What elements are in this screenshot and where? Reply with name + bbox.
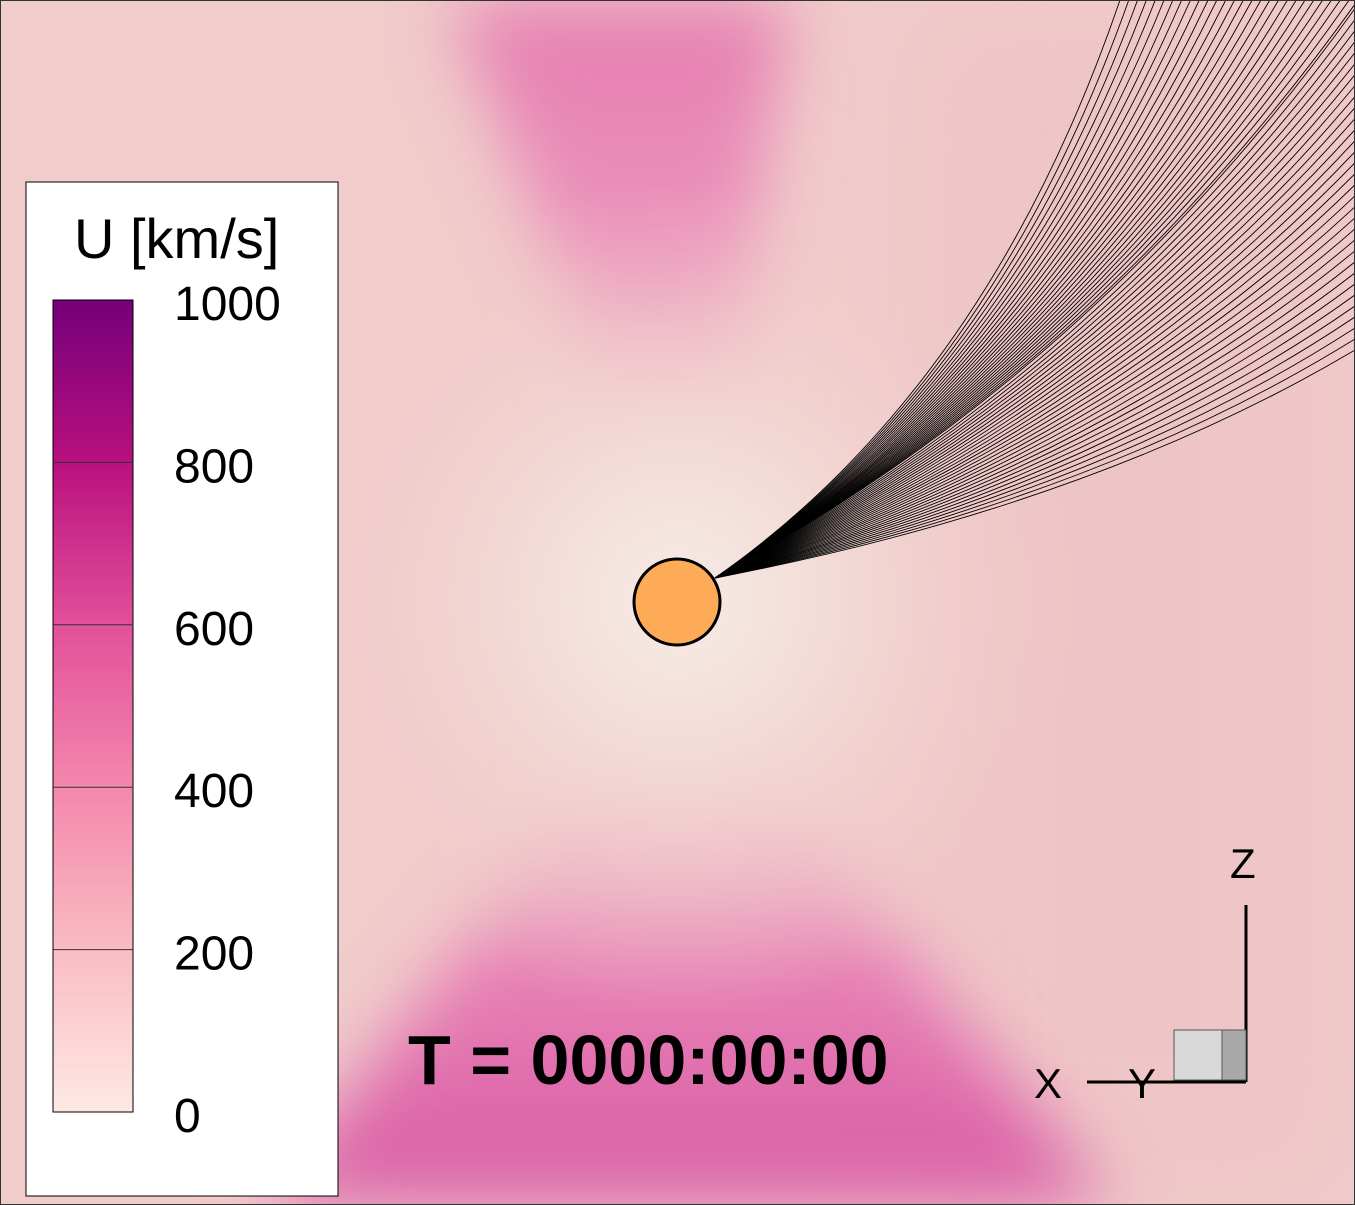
field-line (714, 0, 1165, 579)
field-line (714, 3, 1355, 579)
triad-cube-side (1221, 1029, 1247, 1081)
field-line (714, 0, 1324, 579)
field-line (714, 250, 1355, 579)
field-line (714, 195, 1355, 579)
colorbar-tick-label: 400 (174, 765, 254, 818)
field-line (714, 0, 1279, 579)
field-line (714, 0, 1235, 579)
colorbar-tick-labels: 1000 800 600 400 200 0 (174, 278, 281, 1143)
field-line (714, 0, 1288, 579)
field-line (714, 316, 1355, 579)
colorbar-tick-label: 800 (174, 440, 254, 493)
field-line (714, 74, 1355, 579)
field-line (714, 0, 1156, 579)
field-line (714, 0, 1209, 579)
colorbar-tick-label: 200 (174, 928, 254, 981)
field-line (714, 283, 1355, 579)
field-line (714, 0, 1191, 579)
field-line (714, 19, 1355, 579)
field-line (714, 85, 1355, 579)
colorbar-tick-lines (53, 461, 133, 951)
field-line (714, 151, 1355, 579)
field-line (714, 30, 1355, 579)
field-line (714, 0, 1218, 579)
field-line (714, 41, 1355, 579)
field-line (714, 63, 1355, 579)
colorbar-tick-label: 600 (174, 603, 254, 656)
field-line (714, 0, 1200, 579)
field-line (714, 305, 1355, 579)
axes-triad: Z X Y (1034, 840, 1256, 1107)
field-line (714, 0, 1332, 579)
field-line (714, 0, 1174, 579)
x-axis-label: X (1034, 1060, 1062, 1107)
field-line (714, 173, 1355, 579)
field-line (714, 0, 1350, 579)
time-label: T = 0000:00:00 (408, 1021, 889, 1099)
field-line (714, 0, 1227, 579)
field-line (714, 294, 1355, 579)
y-axis-label: Y (1128, 1060, 1156, 1107)
field-line (714, 0, 1253, 579)
field-line (714, 0, 1262, 579)
sun-sphere (632, 557, 722, 647)
field-line (714, 0, 1130, 579)
field-line (714, 206, 1355, 579)
field-line (714, 0, 1271, 579)
magnetic-field-lines (714, 0, 1355, 579)
field-line (714, 0, 1147, 579)
field-line (714, 261, 1355, 579)
field-line (714, 0, 1121, 579)
field-line (714, 327, 1355, 579)
field-line (714, 184, 1355, 579)
field-line (714, 0, 1183, 579)
field-line (714, 0, 1297, 579)
colorbar-tick-label: 0 (174, 1090, 201, 1143)
field-line (714, 162, 1355, 579)
field-line (714, 107, 1355, 579)
field-line (714, 96, 1355, 579)
field-line (714, 0, 1315, 579)
field-line (714, 118, 1355, 579)
field-line (714, 0, 1341, 579)
field-line (714, 349, 1355, 579)
field-line (714, 0, 1244, 579)
field-line (714, 228, 1355, 579)
field-line (714, 0, 1306, 579)
field-line (714, 8, 1355, 579)
field-line (714, 338, 1355, 579)
field-line (714, 272, 1355, 579)
colorbar-tick-label: 1000 (174, 278, 281, 331)
field-line (714, 52, 1355, 579)
field-line (714, 140, 1355, 579)
colorbar-title: U [km/s] (74, 207, 279, 270)
colorbar-gradient (52, 299, 134, 1113)
field-line (714, 239, 1355, 579)
field-line (714, 217, 1355, 579)
colorbar-legend: U [km/s] 1000 800 600 400 200 0 (25, 181, 339, 1197)
z-axis-label: Z (1230, 840, 1256, 887)
field-line (714, 0, 1139, 579)
field-line (714, 129, 1355, 579)
triad-cube-front (1173, 1029, 1223, 1081)
